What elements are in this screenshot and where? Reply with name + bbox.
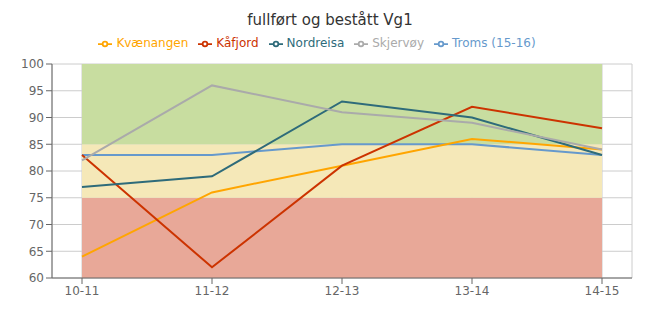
html-text:Nordreisa: Nordreisa xyxy=(286,36,345,50)
svg-text:80: 80 xyxy=(29,164,44,178)
svg-text:85: 85 xyxy=(29,138,44,152)
svg-text:12-13: 12-13 xyxy=(325,284,360,298)
svg-text:10-11: 10-11 xyxy=(65,284,100,298)
svg-text:75: 75 xyxy=(29,191,44,205)
svg-text:60: 60 xyxy=(29,271,44,285)
svg-text:95: 95 xyxy=(29,84,44,98)
html-text:Skjervøy: Skjervøy xyxy=(372,36,424,50)
html-text:Kvænangen: Kvænangen xyxy=(116,36,189,50)
svg-text:11-12: 11-12 xyxy=(195,284,230,298)
html-text:fullført og bestått Vg1: fullført og bestått Vg1 xyxy=(247,11,413,29)
svg-text:65: 65 xyxy=(29,245,44,259)
svg-text:90: 90 xyxy=(29,111,44,125)
html-text:Kåfjord: Kåfjord xyxy=(216,36,259,50)
svg-text:100: 100 xyxy=(21,57,44,71)
svg-text:13-14: 13-14 xyxy=(455,284,490,298)
html-text:Troms (15-16): Troms (15-16) xyxy=(452,36,536,50)
svg-text:70: 70 xyxy=(29,218,44,232)
svg-text:14-15: 14-15 xyxy=(585,284,620,298)
